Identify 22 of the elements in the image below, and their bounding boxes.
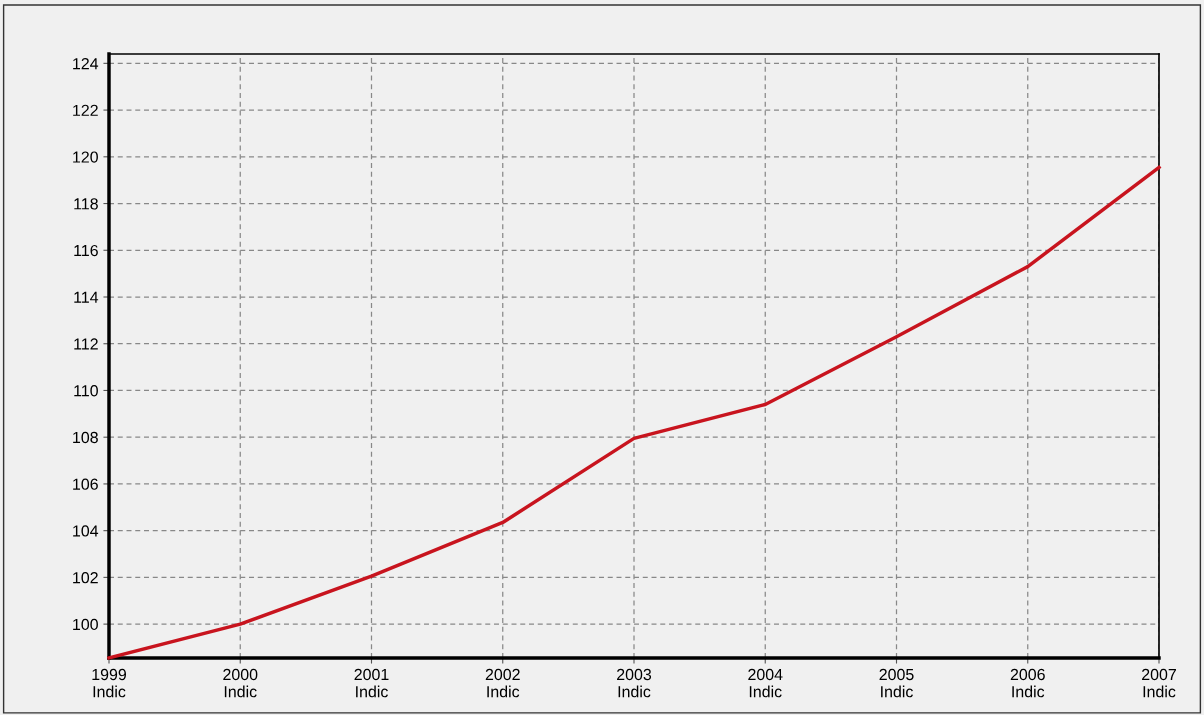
y-tick-label: 118: [74, 198, 98, 210]
y-tick-label: 100: [73, 618, 98, 631]
x-tick-label: 2002 Indic: [485, 668, 520, 698]
y-tick-label: 106: [73, 478, 98, 490]
y-tick-label: 116: [74, 244, 98, 257]
x-tick-label: 2001 Indic: [354, 668, 389, 698]
y-tick-label: 122: [73, 104, 98, 116]
y-tick-label: 124: [73, 57, 99, 70]
y-tick-label: 110: [74, 385, 98, 397]
x-tick-label: 2007 Indic: [1142, 668, 1176, 698]
x-tick-label: 2004 Indic: [748, 668, 783, 698]
x-tick-label: 2003 Indic: [617, 668, 652, 698]
x-tick-label: 2000 Indic: [223, 668, 258, 698]
y-tick-label: 104: [73, 525, 99, 537]
x-tick-label: 2006 Indic: [1010, 668, 1045, 698]
y-tick-label: 102: [73, 572, 98, 584]
y-tick-label: 114: [74, 291, 99, 303]
y-tick-label: 108: [73, 431, 98, 444]
y-tick-label: 112: [74, 338, 98, 350]
y-tick-label: 120: [73, 151, 98, 163]
x-tick-label: 1999 Indic: [92, 668, 127, 698]
x-tick-label: 2005 Indic: [879, 668, 914, 698]
